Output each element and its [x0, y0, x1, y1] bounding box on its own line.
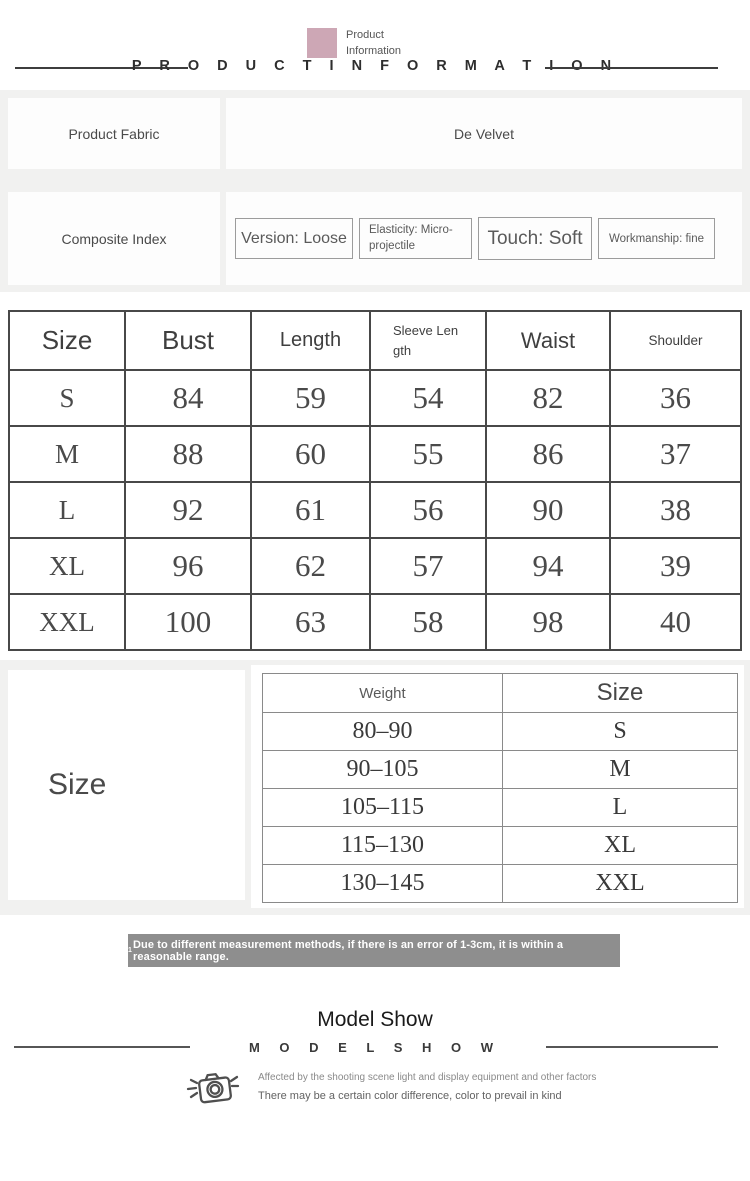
cell: XXL	[8, 593, 126, 651]
table-row: S 84 59 54 82 36	[8, 369, 742, 427]
cell: 61	[250, 481, 371, 539]
table-row: XL 96 62 57 94 39	[8, 537, 742, 595]
col-header-length: Length	[250, 310, 371, 371]
composite-index-tags: Version: Loose Elasticity: Micro-project…	[226, 192, 742, 285]
fabric-value: De Velvet	[226, 98, 742, 169]
cell: 55	[369, 425, 487, 483]
size-panel-label: Size	[8, 670, 245, 900]
col-header-weight: Weight	[262, 673, 503, 713]
cell: 105–115	[262, 788, 503, 827]
cell: 80–90	[262, 712, 503, 751]
cell: L	[8, 481, 126, 539]
cell: 63	[250, 593, 371, 651]
weight-table-card: Weight Size 80–90 S 90–105 M 105–115 L 1…	[251, 665, 744, 908]
measurement-note-bar: 1 Due to different measurement methods, i…	[128, 934, 620, 967]
table-header-row: Size Bust Length Sleeve Length Waist Sho…	[8, 310, 742, 371]
tag-workmanship: Workmanship: fine	[598, 218, 715, 259]
header-divider-left	[15, 67, 188, 69]
cell: 84	[124, 369, 252, 427]
col-header-waist: Waist	[485, 310, 611, 371]
cell: 98	[485, 593, 611, 651]
model-show-title: Model Show	[317, 1008, 433, 1031]
cell: 59	[250, 369, 371, 427]
cell: 90	[485, 481, 611, 539]
cell: XL	[502, 826, 738, 865]
tag-touch: Touch: Soft	[478, 217, 592, 260]
table-row: 105–115 L	[262, 788, 738, 827]
cell: 58	[369, 593, 487, 651]
col-header-bust: Bust	[124, 310, 252, 371]
fabric-section: Product Fabric De Velvet Composite Index…	[0, 90, 750, 292]
cell: 57	[369, 537, 487, 595]
cell: 86	[485, 425, 611, 483]
cell: XXL	[502, 864, 738, 903]
cell: 100	[124, 593, 252, 651]
cell: L	[502, 788, 738, 827]
cell: XL	[8, 537, 126, 595]
cell: 82	[485, 369, 611, 427]
tag-version: Version: Loose	[235, 218, 353, 259]
col-header-size: Size	[502, 673, 738, 713]
cell: 60	[250, 425, 371, 483]
note-text: Due to different measurement methods, if…	[133, 938, 564, 963]
model-show-subtitle: M O D E L S H O W	[248, 1040, 502, 1055]
col-header-shoulder: Shoulder	[609, 310, 742, 371]
cell: S	[502, 712, 738, 751]
table-row: XXL 100 63 58 98 40	[8, 593, 742, 651]
page-title: P R O D U C T I N F O R M A T I O N	[131, 58, 619, 74]
tag-elasticity: Elasticity: Micro-projectile	[359, 218, 472, 259]
table-row: 115–130 XL	[262, 826, 738, 865]
cell: S	[8, 369, 126, 427]
model-show-divider-right	[546, 1046, 718, 1048]
table-row: 80–90 S	[262, 712, 738, 751]
col-header-sleeve-length: Sleeve Length	[369, 310, 487, 371]
header-badge: Product Information	[307, 28, 422, 60]
cell: 88	[124, 425, 252, 483]
table-row: 90–105 M	[262, 750, 738, 789]
header-divider-right	[545, 67, 718, 69]
composite-index-label: Composite Index	[8, 192, 220, 285]
weight-size-table: Weight Size 80–90 S 90–105 M 105–115 L 1…	[262, 673, 738, 903]
pink-square-icon	[307, 28, 337, 58]
cell: 90–105	[262, 750, 503, 789]
cell: 94	[485, 537, 611, 595]
cell: 40	[609, 593, 742, 651]
table-row: 130–145 XXL	[262, 864, 738, 903]
cell: 96	[124, 537, 252, 595]
cell: 37	[609, 425, 742, 483]
cell: 38	[609, 481, 742, 539]
cell: 54	[369, 369, 487, 427]
header-badge-label: Product Information	[346, 29, 402, 57]
cell: 62	[250, 537, 371, 595]
table-header-row: Weight Size	[262, 673, 738, 713]
table-row: L 92 61 56 90 38	[8, 481, 742, 539]
size-measurement-table: Size Bust Length Sleeve Length Waist Sho…	[8, 310, 742, 651]
camera-icon	[181, 1064, 245, 1117]
cell: 130–145	[262, 864, 503, 903]
table-row: M 88 60 55 86 37	[8, 425, 742, 483]
model-show-divider-left	[14, 1046, 190, 1048]
cell: 115–130	[262, 826, 503, 865]
col-header-size: Size	[8, 310, 126, 371]
cell: 36	[609, 369, 742, 427]
cell: 39	[609, 537, 742, 595]
cell: 56	[369, 481, 487, 539]
cell: 92	[124, 481, 252, 539]
cell: M	[502, 750, 738, 789]
cell: M	[8, 425, 126, 483]
disclaimer-line-1: Affected by the shooting scene light and…	[258, 1072, 597, 1083]
weight-size-section: Size Weight Size 80–90 S 90–105 M 105–11…	[0, 660, 750, 915]
disclaimer-line-2: There may be a certain color difference,…	[258, 1090, 562, 1102]
note-superscript: 1	[128, 947, 132, 954]
fabric-label: Product Fabric	[8, 98, 220, 169]
